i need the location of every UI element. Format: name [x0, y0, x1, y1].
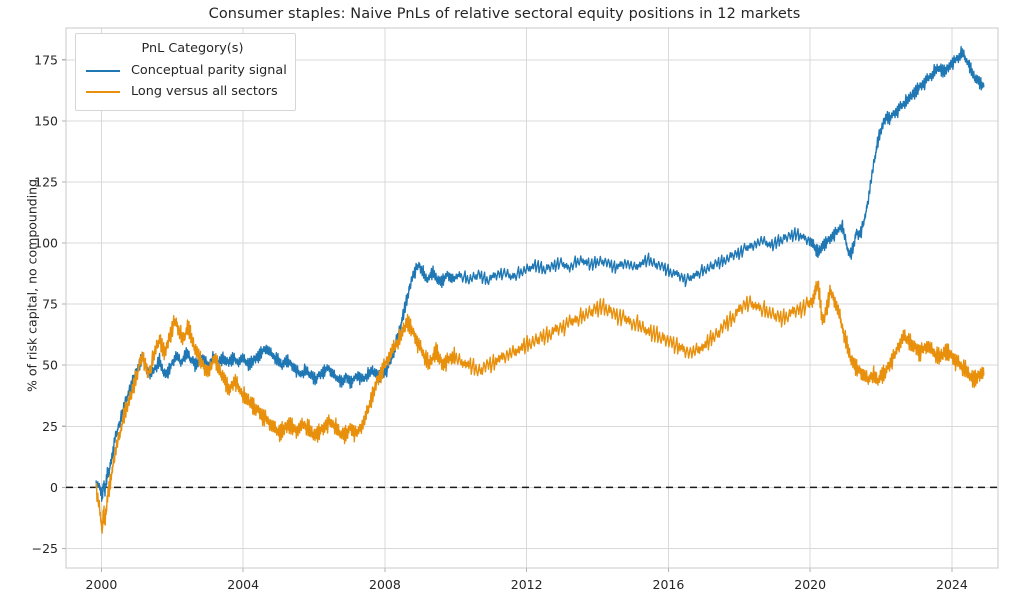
- legend-swatch-blue: [86, 69, 120, 72]
- page-title: Consumer staples: Naive PnLs of relative…: [208, 6, 801, 22]
- y-tick-labels: −25 0 25 50 75 100 125 150 175: [32, 52, 58, 556]
- gridlines: [66, 28, 998, 568]
- legend-item-conceptual-parity-signal[interactable]: Conceptual parity signal: [86, 60, 287, 81]
- y-tick-label: −25: [32, 541, 58, 556]
- tick-marks: [62, 59, 953, 572]
- x-tick-label: 2016: [653, 577, 685, 592]
- legend-item-long-versus-all-sectors[interactable]: Long versus all sectors: [86, 81, 285, 102]
- x-tick-label: 2012: [511, 577, 543, 592]
- y-tick-label: 25: [42, 419, 58, 434]
- y-tick-label: 125: [34, 174, 58, 189]
- data-series-group: [95, 45, 985, 534]
- legend-label: Long versus all sectors: [131, 84, 278, 99]
- x-tick-labels: 2000 2004 2008 2012 2016 2020 2024: [86, 577, 968, 592]
- y-tick-label: 175: [34, 52, 58, 67]
- x-tick-label: 2000: [86, 577, 118, 592]
- legend-swatch-orange: [86, 90, 120, 93]
- y-tick-label: 100: [34, 236, 58, 251]
- y-tick-label: 75: [42, 297, 58, 312]
- x-tick-label: 2008: [369, 577, 401, 592]
- x-tick-label: 2004: [227, 577, 259, 592]
- y-tick-label: 150: [34, 113, 58, 128]
- legend[interactable]: PnL Category(s) Conceptual parity signal…: [75, 33, 296, 111]
- series-line-long-versus-all-sectors: [95, 280, 985, 534]
- y-tick-label: 50: [42, 358, 58, 373]
- legend-title: PnL Category(s): [141, 41, 244, 56]
- x-tick-label: 2020: [794, 577, 826, 592]
- x-tick-label: 2024: [936, 577, 968, 592]
- axes-frame: [65, 27, 999, 569]
- series-line-conceptual-parity-signal: [95, 45, 985, 502]
- y-tick-label: 0: [50, 480, 58, 495]
- legend-label: Conceptual parity signal: [131, 63, 287, 78]
